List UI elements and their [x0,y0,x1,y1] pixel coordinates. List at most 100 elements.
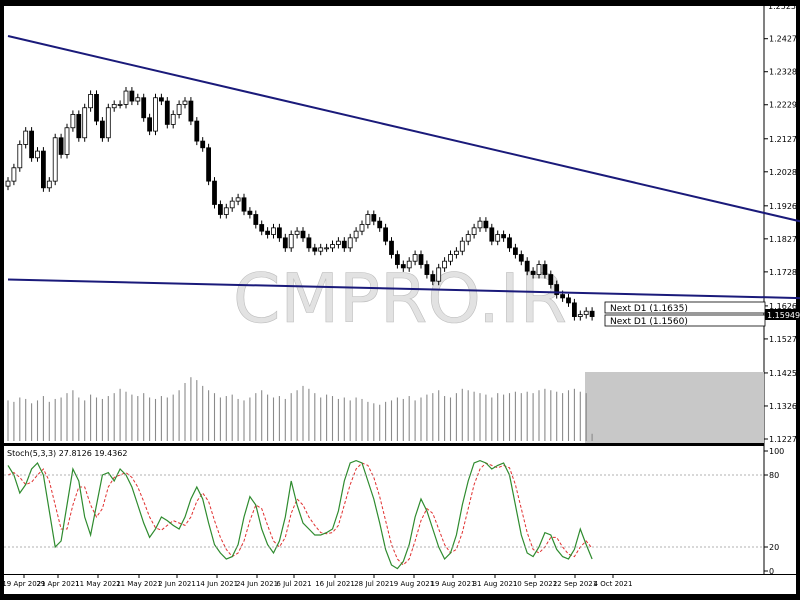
time-tick-label: 19 Aug 2021 [431,580,476,588]
time-tick-label: 11 May 2021 [75,580,121,588]
candle-body [524,260,530,272]
candle-body [64,127,70,155]
candle-body [365,214,371,225]
price-tick-label: 1.16260 [769,302,800,311]
time-axis-bg [4,574,796,594]
candle-body [483,220,489,229]
next-d1-lower-box [604,314,766,327]
candle-body [5,180,11,187]
price-tick-label: 1.14250 [769,369,800,378]
candle-body [324,247,330,250]
candle-body [117,104,123,106]
price-tick-label: 1.19260 [769,202,800,211]
candle-body [129,90,135,102]
candle-body [306,237,312,249]
candle-body [52,137,58,182]
candle-body [153,97,158,132]
time-tick-label: 14 Jun 2021 [196,580,238,588]
candle-body [430,274,436,282]
candle-body [477,220,483,229]
candle-body [271,227,276,235]
candle-body [105,107,111,139]
time-tick-label: 4 Oct 2021 [594,580,633,588]
price-tick-label: 1.13260 [769,402,800,411]
candle-body [123,90,129,105]
candle-body [501,234,507,239]
candle-body [566,297,571,304]
candle-body [577,314,583,317]
candle-body [206,147,212,182]
candle-body [241,197,247,212]
stoch-lines [7,459,593,570]
candle-body [471,227,477,235]
candle-body [282,237,288,249]
candles [5,87,595,321]
candle-body [560,294,565,299]
candle-body [141,97,147,119]
candle-body [359,224,365,232]
candle-body [442,260,448,269]
candle-body [465,234,471,242]
price-tick-label: 1.20280 [769,168,800,177]
candle-body [235,197,241,202]
time-tick-label: 9 Aug 2021 [394,580,434,588]
next-d1-lower-label: Next D1 (1.1560) [610,317,688,327]
candle-body [383,227,389,242]
price-ticks: 1.24270 1.23280 1.22290 1.21270 1.20280 1.192… [764,35,800,444]
candle-body [377,220,383,229]
candle-body [294,230,300,235]
next-d1-upper-label: Next D1 (1.1635) [610,304,688,314]
time-tick-label: 29 Apr 2021 [36,580,79,588]
candle-body [58,137,64,155]
candle-body [223,207,229,215]
price-tick-label: 1.22290 [769,101,800,110]
candle-body [135,97,141,102]
candle-body [406,260,412,269]
lower-trendline [7,278,800,300]
candle-body [41,150,46,189]
stoch-main-line [7,459,593,570]
candle-body [572,302,577,317]
price-tick-label: 1.15270 [769,335,800,344]
candle-body [412,254,418,262]
stoch-levels: 100 80 20 0 [4,447,784,576]
candle-body [188,100,194,122]
candle-body [212,180,217,205]
main-panel [4,6,764,443]
price-tick-label: 1.21270 [769,135,800,144]
price-tick-label: 1.18270 [769,235,800,244]
candle-body [300,230,306,239]
candle-body [542,264,548,275]
time-tick-label: 2 Jun 2021 [158,580,196,588]
candle-body [489,227,495,242]
candle-body [29,130,35,159]
time-tick-label: 21 May 2021 [116,580,162,588]
candle-body [453,250,459,255]
stoch-label: Stoch(5,3,3) 27.8126 19.4362 [7,449,127,458]
candle-body [17,144,23,169]
candle-body [507,237,512,249]
candle-body [518,254,524,262]
candle-body [536,264,542,275]
price-tick-label: 1.23280 [769,68,800,77]
candle-body [176,104,182,115]
stoch-level-label: 20 [769,543,779,552]
trendlines [7,35,800,300]
price-axis-bg [764,6,796,574]
candle-body [318,247,324,252]
candle-body [400,264,406,269]
price-tick-label: 1.17280 [769,268,800,277]
candle-body [276,227,282,239]
time-tick-label: 19 Apr 2021 [2,580,45,588]
time-tick-label: 24 Jun 2021 [236,580,278,588]
candle-body [583,310,589,315]
candle-body [265,230,271,235]
candle-body [448,254,453,262]
candle-body [170,114,176,125]
candle-body [217,204,223,215]
candle-body [436,267,442,282]
candle-body [347,237,353,249]
current-price-label: 1.15949 [767,311,800,320]
